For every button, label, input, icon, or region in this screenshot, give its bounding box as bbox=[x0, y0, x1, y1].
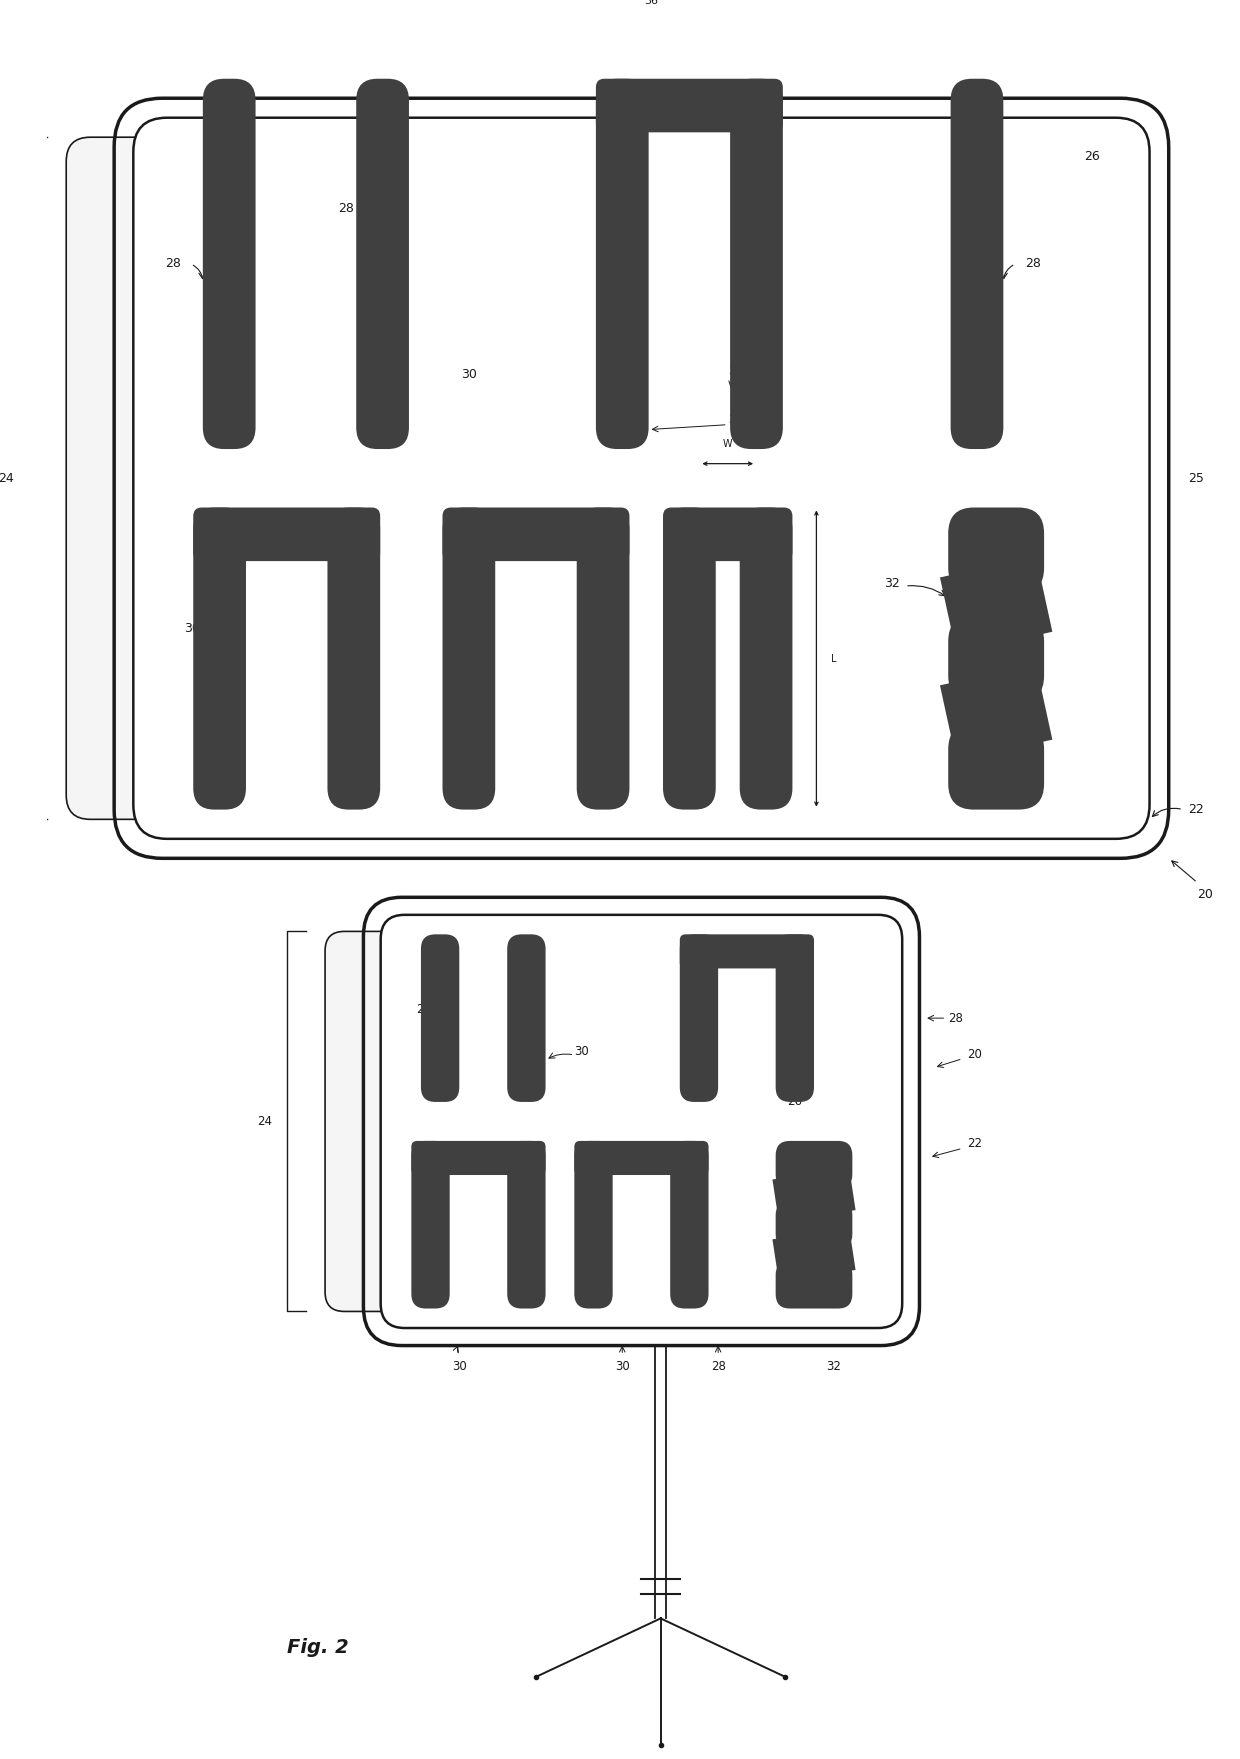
FancyBboxPatch shape bbox=[596, 79, 649, 449]
FancyBboxPatch shape bbox=[443, 508, 630, 561]
Text: 26: 26 bbox=[787, 1096, 802, 1108]
Polygon shape bbox=[940, 556, 1053, 653]
Text: 30: 30 bbox=[461, 368, 477, 382]
FancyBboxPatch shape bbox=[949, 616, 1044, 702]
FancyBboxPatch shape bbox=[574, 1142, 613, 1309]
FancyBboxPatch shape bbox=[574, 1142, 708, 1175]
FancyBboxPatch shape bbox=[680, 934, 813, 969]
FancyBboxPatch shape bbox=[949, 723, 1044, 809]
Text: 30: 30 bbox=[185, 623, 201, 635]
FancyBboxPatch shape bbox=[134, 118, 1149, 839]
FancyBboxPatch shape bbox=[193, 508, 246, 809]
Text: 22: 22 bbox=[1188, 804, 1204, 816]
Text: 26: 26 bbox=[1084, 150, 1100, 164]
FancyBboxPatch shape bbox=[663, 508, 792, 561]
FancyBboxPatch shape bbox=[951, 79, 1003, 449]
FancyBboxPatch shape bbox=[381, 915, 903, 1328]
Text: 32: 32 bbox=[884, 577, 900, 589]
FancyBboxPatch shape bbox=[663, 508, 715, 809]
Text: L: L bbox=[831, 654, 836, 663]
FancyBboxPatch shape bbox=[443, 508, 495, 809]
Text: 28: 28 bbox=[339, 202, 353, 215]
Text: 36: 36 bbox=[644, 0, 658, 5]
Text: 22: 22 bbox=[967, 1138, 982, 1150]
FancyBboxPatch shape bbox=[420, 934, 459, 1101]
Text: 24: 24 bbox=[0, 471, 14, 485]
FancyBboxPatch shape bbox=[730, 79, 782, 449]
Text: 30: 30 bbox=[451, 1360, 466, 1374]
Polygon shape bbox=[773, 1228, 856, 1282]
FancyBboxPatch shape bbox=[776, 1142, 852, 1189]
Text: 30: 30 bbox=[574, 1045, 589, 1059]
FancyBboxPatch shape bbox=[203, 79, 255, 449]
FancyBboxPatch shape bbox=[507, 1142, 546, 1309]
FancyBboxPatch shape bbox=[776, 1261, 852, 1309]
Text: 25: 25 bbox=[1188, 471, 1204, 485]
Text: 20: 20 bbox=[1198, 888, 1214, 901]
Text: 34: 34 bbox=[728, 415, 742, 426]
FancyBboxPatch shape bbox=[776, 1201, 852, 1249]
Polygon shape bbox=[940, 663, 1053, 762]
FancyBboxPatch shape bbox=[740, 508, 792, 809]
FancyBboxPatch shape bbox=[356, 79, 409, 449]
Text: 28: 28 bbox=[711, 1360, 725, 1374]
Text: 28: 28 bbox=[507, 987, 522, 999]
Text: 20: 20 bbox=[967, 1048, 982, 1061]
Text: 28: 28 bbox=[1025, 257, 1040, 271]
Polygon shape bbox=[773, 1168, 856, 1223]
FancyBboxPatch shape bbox=[193, 508, 381, 561]
FancyBboxPatch shape bbox=[412, 1142, 546, 1175]
Text: W: W bbox=[723, 440, 733, 449]
FancyBboxPatch shape bbox=[66, 137, 1044, 820]
FancyBboxPatch shape bbox=[949, 508, 1044, 595]
Text: Fig. 1: Fig. 1 bbox=[484, 916, 546, 936]
Text: 34: 34 bbox=[728, 366, 742, 376]
Text: 24: 24 bbox=[258, 1115, 273, 1128]
Text: 28: 28 bbox=[415, 1003, 430, 1017]
Text: 30: 30 bbox=[444, 623, 459, 635]
FancyBboxPatch shape bbox=[507, 934, 546, 1101]
FancyBboxPatch shape bbox=[596, 79, 782, 132]
FancyBboxPatch shape bbox=[670, 1142, 708, 1309]
FancyBboxPatch shape bbox=[327, 508, 381, 809]
FancyBboxPatch shape bbox=[776, 934, 813, 1101]
Text: 32: 32 bbox=[826, 1360, 841, 1374]
FancyBboxPatch shape bbox=[680, 934, 718, 1101]
FancyBboxPatch shape bbox=[325, 932, 857, 1312]
Text: 28: 28 bbox=[165, 257, 181, 271]
Text: 30: 30 bbox=[615, 1360, 630, 1374]
FancyBboxPatch shape bbox=[412, 1142, 450, 1309]
Text: Fig. 2: Fig. 2 bbox=[286, 1638, 348, 1657]
Text: 28: 28 bbox=[949, 1011, 963, 1025]
FancyBboxPatch shape bbox=[577, 508, 630, 809]
